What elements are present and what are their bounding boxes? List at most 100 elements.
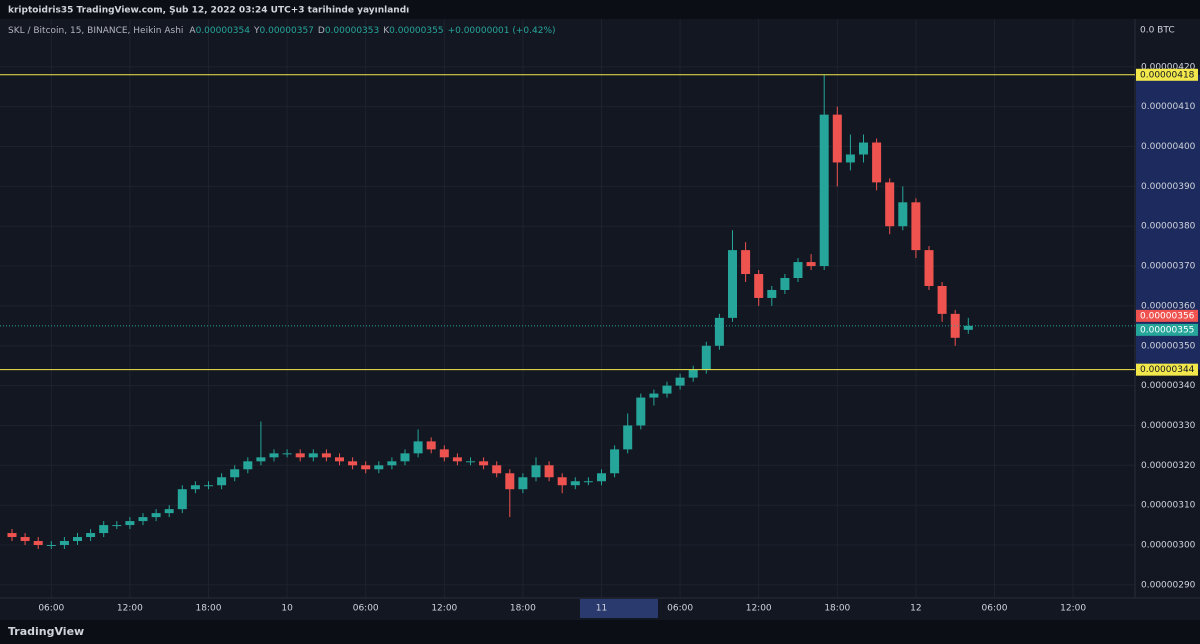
- candle-body: [675, 377, 685, 386]
- candle-body: [387, 461, 397, 466]
- candle-body: [138, 517, 148, 522]
- candle-body: [282, 453, 292, 455]
- candle-body: [86, 533, 96, 538]
- candle-body: [610, 449, 620, 474]
- candle-body: [400, 453, 410, 462]
- y-tick-label: 0.00000320: [1141, 461, 1196, 471]
- candle-body: [924, 250, 934, 286]
- legend-key: K: [383, 26, 390, 36]
- x-tick-label: 06:00: [982, 604, 1008, 614]
- candle-body: [295, 453, 305, 458]
- y-tick-label: 0.00000360: [1141, 301, 1196, 311]
- candle-body: [125, 521, 135, 526]
- bottom-bar: [0, 620, 1200, 644]
- price-line-tag: [1136, 68, 1198, 81]
- candle-body: [859, 142, 868, 155]
- price-tag-label: 0.00000356: [1140, 311, 1195, 321]
- candle-body: [256, 457, 266, 462]
- y-tick-label: 0.00000370: [1141, 262, 1196, 272]
- candle-body: [190, 485, 200, 490]
- candle-body: [217, 477, 227, 486]
- candle-body: [335, 457, 344, 462]
- x-tick-label: 10: [281, 604, 293, 614]
- legend-value: 0.00000357: [260, 26, 314, 36]
- legend: SKL / Bitcoin, 15, BINANCE, Heikin Ashi A…: [8, 26, 556, 36]
- candle-body: [583, 481, 593, 483]
- publisher: kriptoidris35 TradingView.com, Şub 12, 2…: [8, 6, 409, 16]
- candle-body: [623, 425, 633, 450]
- candle-body: [741, 250, 751, 275]
- candle-body: [518, 477, 528, 490]
- x-highlight: [580, 599, 658, 618]
- candle-body: [243, 461, 253, 470]
- candle-body: [780, 278, 790, 290]
- legend-change: +0.00000001 (+0.42%): [448, 26, 556, 36]
- candle-body: [413, 441, 423, 454]
- candle-body: [819, 114, 829, 267]
- candle-body: [439, 449, 449, 458]
- x-tick-label: 12: [910, 604, 921, 614]
- candle-body: [754, 274, 764, 298]
- candle-body: [466, 461, 475, 463]
- candle-body: [872, 142, 882, 183]
- y-tick-label: 0.00000420: [1141, 62, 1196, 72]
- brand: TradingView: [8, 625, 84, 638]
- candle-body: [204, 485, 213, 487]
- price-line-label: 0.00000344: [1140, 365, 1195, 375]
- x-tick-label: 18:00: [196, 604, 222, 614]
- x-tick-label: 18:00: [824, 604, 850, 614]
- x-tick-label: 12:00: [1060, 604, 1086, 614]
- candle-body: [714, 317, 724, 346]
- candle-body: [46, 545, 56, 547]
- y-tick-label: 0.00000330: [1141, 421, 1196, 431]
- legend-value: 0.00000354: [196, 26, 251, 36]
- candle-body: [321, 453, 331, 458]
- candle-body: [177, 489, 187, 510]
- candle-body: [426, 441, 436, 450]
- candle-body: [7, 533, 17, 538]
- x-tick-label: 06:00: [353, 604, 379, 614]
- candle-body: [361, 465, 371, 470]
- candle-body: [636, 397, 646, 426]
- y-tick-label: 0.00000390: [1141, 182, 1196, 192]
- x-tick-label: 12:00: [117, 604, 143, 614]
- candle-body: [479, 461, 489, 466]
- candle-body: [348, 461, 358, 466]
- legend-key: A: [189, 26, 196, 36]
- price-line-label: 0.00000418: [1140, 70, 1195, 80]
- x-tick-label: 06:00: [38, 604, 64, 614]
- candle-body: [898, 202, 908, 227]
- candle-body: [374, 465, 384, 470]
- candle-body: [99, 525, 109, 534]
- candle-body: [793, 262, 803, 279]
- candle-body: [911, 202, 921, 251]
- candle-body: [728, 250, 737, 318]
- y-tick-label: 0.00000340: [1141, 381, 1196, 391]
- candle-body: [570, 481, 580, 486]
- price-tag: [1136, 323, 1198, 336]
- plot: [0, 74, 1135, 549]
- y-tick-label: 0.00000310: [1141, 501, 1196, 511]
- x-tick-label: 12:00: [746, 604, 772, 614]
- candle-body: [531, 465, 541, 478]
- candle-body: [662, 385, 672, 394]
- legend-key: Y: [253, 26, 260, 36]
- axis-unit: 0.0 BTC: [1140, 26, 1175, 36]
- price-tag: [1136, 309, 1198, 322]
- candle-body: [597, 473, 606, 482]
- legend-key: D: [318, 26, 325, 36]
- x-tick-label: 06:00: [667, 604, 693, 614]
- candle-body: [492, 465, 502, 474]
- candle-body: [701, 345, 711, 370]
- candle-body: [544, 465, 554, 478]
- candle-body: [845, 154, 855, 163]
- candle-body: [963, 325, 973, 330]
- y-tick-label: 0.00000290: [1141, 580, 1196, 590]
- candle-body: [688, 369, 698, 378]
- candle-body: [505, 473, 515, 490]
- candle-body: [885, 182, 895, 227]
- candle-body: [452, 457, 462, 462]
